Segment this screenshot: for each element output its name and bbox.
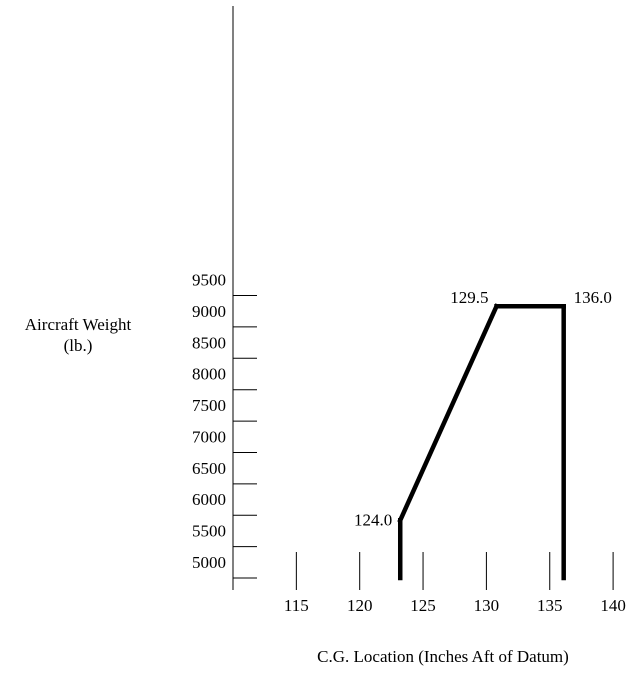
x-tick-label: 115 <box>284 596 309 615</box>
series-layer <box>397 303 566 581</box>
y-tick-label: 9500 <box>192 271 226 290</box>
x-tick-label: 125 <box>410 596 436 615</box>
y-tick-label: 5500 <box>192 522 226 541</box>
y-tick-label: 6000 <box>192 490 226 509</box>
y-tick-label: 8500 <box>192 333 226 352</box>
annotations: 124.0 129.5 136.0 <box>354 288 612 529</box>
point-annotation: 129.5 <box>450 288 488 307</box>
y-tick-label: 8000 <box>192 365 226 384</box>
y-axis-title-line: (lb.) <box>64 336 93 355</box>
x-tick-label: 140 <box>600 596 626 615</box>
y-ticks: 5000 5500 6000 6500 7000 7500 8000 8500 9000 9500 <box>192 271 257 579</box>
y-tick-label: 7000 <box>192 427 226 446</box>
point-annotation: 124.0 <box>354 510 392 529</box>
x-tick-label: 135 <box>537 596 563 615</box>
y-axis-title: Aircraft Weight (lb.) <box>25 315 132 355</box>
y-tick-label: 7500 <box>192 396 226 415</box>
point-annotation: 136.0 <box>574 288 612 307</box>
axis-titles: Aircraft Weight (lb.) C.G. Location (Inch… <box>25 315 569 666</box>
y-tick-label: 5000 <box>192 553 226 572</box>
envelope-segment <box>397 303 500 524</box>
y-axis-title-line: Aircraft Weight <box>25 315 132 334</box>
x-tick-label: 130 <box>474 596 500 615</box>
y-tick-label: 6500 <box>192 459 226 478</box>
x-axis-title: C.G. Location (Inches Aft of Datum) <box>317 647 569 666</box>
x-ticks: 115 120 125 130 135 140 <box>284 552 626 615</box>
y-tick-label: 9000 <box>192 302 226 321</box>
x-tick-label: 120 <box>347 596 373 615</box>
